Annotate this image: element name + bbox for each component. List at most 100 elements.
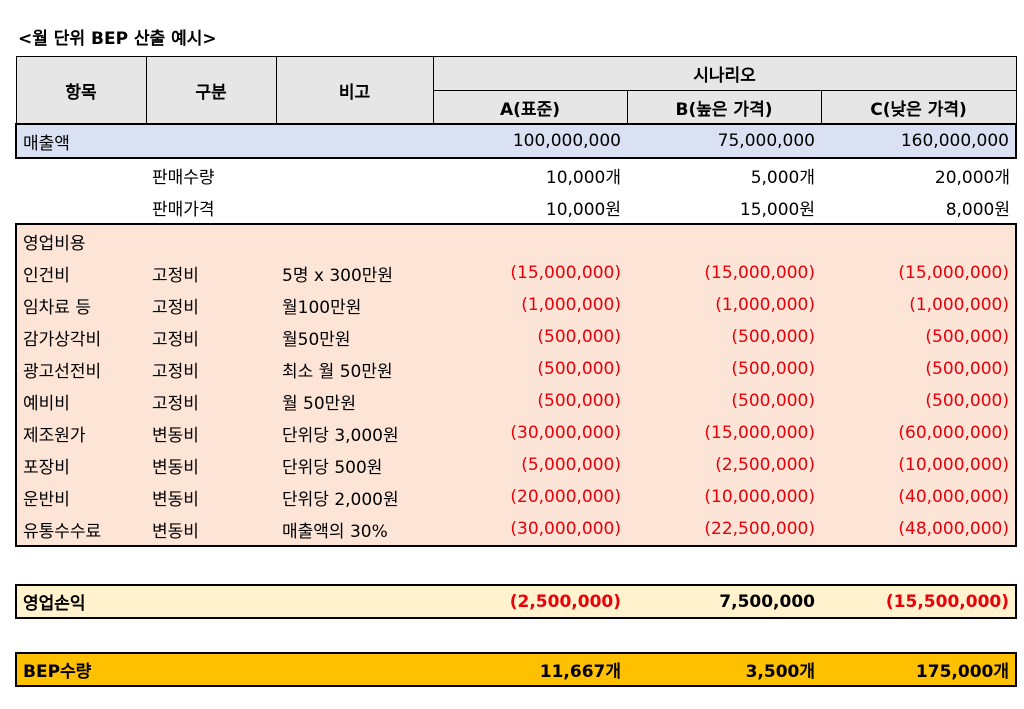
sales-c[interactable]: 160,000,000 bbox=[821, 123, 1017, 159]
bep-label[interactable]: BEP수량 bbox=[15, 652, 146, 687]
price-label[interactable]: 판매가격 bbox=[152, 199, 215, 220]
sales-label[interactable]: 매출액 bbox=[15, 123, 146, 159]
cost-b[interactable]: (10,000,000) bbox=[627, 481, 821, 513]
sales-note-cell[interactable] bbox=[276, 123, 433, 159]
cost-c[interactable]: (500,000) bbox=[821, 321, 1017, 353]
empty-cell[interactable] bbox=[146, 223, 276, 257]
cost-note[interactable]: 단위당 2,000원 bbox=[276, 481, 433, 513]
quantity-label[interactable]: 판매수량 bbox=[152, 167, 215, 188]
cost-c[interactable]: (500,000) bbox=[821, 385, 1017, 417]
quantity-note-cell[interactable] bbox=[276, 158, 433, 191]
cost-a[interactable]: (30,000,000) bbox=[433, 417, 627, 449]
empty-cell[interactable] bbox=[146, 652, 276, 687]
operating-profit-c[interactable]: (15,500,000) bbox=[821, 584, 1017, 619]
operating-profit-row: 영업손익 (2,500,000) 7,500,000 (15,500,000) bbox=[15, 584, 1017, 619]
header-item[interactable]: 항목 bbox=[15, 56, 147, 125]
cost-item[interactable]: 운반비 bbox=[15, 481, 146, 513]
cost-item[interactable]: 광고선전비 bbox=[15, 353, 146, 385]
cost-item[interactable]: 임차료 등 bbox=[15, 289, 146, 321]
sales-b[interactable]: 75,000,000 bbox=[627, 123, 821, 159]
cost-a[interactable]: (500,000) bbox=[433, 321, 627, 353]
price-b[interactable]: 15,000원 bbox=[739, 199, 815, 220]
cost-type[interactable]: 변동비 bbox=[146, 417, 276, 449]
cost-b[interactable]: (22,500,000) bbox=[627, 513, 821, 547]
cost-b[interactable]: (1,000,000) bbox=[627, 289, 821, 321]
cost-type[interactable]: 변동비 bbox=[146, 449, 276, 481]
header-note[interactable]: 비고 bbox=[275, 56, 434, 125]
op-costs-label[interactable]: 영업비용 bbox=[15, 223, 146, 257]
cost-a[interactable]: (30,000,000) bbox=[433, 513, 627, 547]
cost-type[interactable]: 고정비 bbox=[146, 321, 276, 353]
cost-note[interactable]: 월100만원 bbox=[276, 289, 433, 321]
cost-type[interactable]: 고정비 bbox=[146, 385, 276, 417]
cost-item[interactable]: 예비비 bbox=[15, 385, 146, 417]
cost-a[interactable]: (500,000) bbox=[433, 385, 627, 417]
quantity-item-cell[interactable] bbox=[16, 158, 146, 191]
quantity-c[interactable]: 20,000개 bbox=[934, 167, 1010, 188]
empty-cell[interactable] bbox=[276, 584, 433, 619]
cost-type[interactable]: 고정비 bbox=[146, 353, 276, 385]
empty-cell[interactable] bbox=[146, 584, 276, 619]
sales-category-cell[interactable] bbox=[146, 123, 276, 159]
cost-a[interactable]: (5,000,000) bbox=[433, 449, 627, 481]
price-note-cell[interactable] bbox=[276, 191, 433, 224]
cost-note[interactable]: 5명 x 300만원 bbox=[276, 257, 433, 289]
header-scenario[interactable]: 시나리오 bbox=[432, 56, 1017, 91]
empty-cell[interactable] bbox=[821, 223, 1017, 257]
cost-c[interactable]: (48,000,000) bbox=[821, 513, 1017, 547]
header-scenario-c[interactable]: C(낮은 가격) bbox=[820, 90, 1017, 125]
bep-a[interactable]: 11,667개 bbox=[433, 652, 627, 687]
cost-type[interactable]: 변동비 bbox=[146, 513, 276, 547]
bep-b[interactable]: 3,500개 bbox=[627, 652, 821, 687]
cost-a[interactable]: (20,000,000) bbox=[433, 481, 627, 513]
operating-profit-a[interactable]: (2,500,000) bbox=[433, 584, 627, 619]
cost-item[interactable]: 유통수수료 bbox=[15, 513, 146, 547]
price-item-cell[interactable] bbox=[16, 191, 146, 224]
cost-note[interactable]: 매출액의 30% bbox=[276, 513, 433, 547]
cost-a[interactable]: (1,000,000) bbox=[433, 289, 627, 321]
cost-item[interactable]: 포장비 bbox=[15, 449, 146, 481]
header-category[interactable]: 구분 bbox=[145, 56, 277, 125]
price-c[interactable]: 8,000원 bbox=[945, 199, 1010, 220]
cost-c[interactable]: (15,000,000) bbox=[821, 257, 1017, 289]
empty-cell[interactable] bbox=[276, 223, 433, 257]
price-a[interactable]: 10,000원 bbox=[545, 199, 621, 220]
cost-note[interactable]: 최소 월 50만원 bbox=[276, 353, 433, 385]
operating-profit-label[interactable]: 영업손익 bbox=[15, 584, 146, 619]
cost-c[interactable]: (60,000,000) bbox=[821, 417, 1017, 449]
header-scenario-a[interactable]: A(표준) bbox=[432, 90, 628, 125]
header-scenario-b[interactable]: B(높은 가격) bbox=[626, 90, 822, 125]
quantity-b[interactable]: 5,000개 bbox=[750, 167, 815, 188]
cost-note[interactable]: 단위당 500원 bbox=[276, 449, 433, 481]
empty-cell[interactable] bbox=[627, 223, 821, 257]
cost-a[interactable]: (500,000) bbox=[433, 353, 627, 385]
cost-a[interactable]: (15,000,000) bbox=[433, 257, 627, 289]
cost-c[interactable]: (40,000,000) bbox=[821, 481, 1017, 513]
cost-c[interactable]: (10,000,000) bbox=[821, 449, 1017, 481]
bep-c[interactable]: 175,000개 bbox=[821, 652, 1017, 687]
cost-type[interactable]: 고정비 bbox=[146, 289, 276, 321]
cost-type[interactable]: 고정비 bbox=[146, 257, 276, 289]
cost-note[interactable]: 단위당 3,000원 bbox=[276, 417, 433, 449]
cost-c[interactable]: (1,000,000) bbox=[821, 289, 1017, 321]
empty-cell[interactable] bbox=[433, 223, 627, 257]
operating-profit-table: 영업손익 (2,500,000) 7,500,000 (15,500,000) bbox=[15, 584, 1017, 619]
cost-item[interactable]: 감가상각비 bbox=[15, 321, 146, 353]
sales-a[interactable]: 100,000,000 bbox=[433, 123, 627, 159]
cost-b[interactable]: (500,000) bbox=[627, 385, 821, 417]
cost-item[interactable]: 제조원가 bbox=[15, 417, 146, 449]
cost-note[interactable]: 월 50만원 bbox=[276, 385, 433, 417]
cost-note[interactable]: 월50만원 bbox=[276, 321, 433, 353]
cost-b[interactable]: (500,000) bbox=[627, 353, 821, 385]
cost-b[interactable]: (500,000) bbox=[627, 321, 821, 353]
cost-b[interactable]: (15,000,000) bbox=[627, 417, 821, 449]
cost-c[interactable]: (500,000) bbox=[821, 353, 1017, 385]
cost-type[interactable]: 변동비 bbox=[146, 481, 276, 513]
cost-b[interactable]: (15,000,000) bbox=[627, 257, 821, 289]
cost-row: 유통수수료 변동비 매출액의 30% (30,000,000) (22,500,… bbox=[15, 513, 1017, 547]
empty-cell[interactable] bbox=[276, 652, 433, 687]
quantity-a[interactable]: 10,000개 bbox=[545, 167, 621, 188]
cost-item[interactable]: 인건비 bbox=[15, 257, 146, 289]
cost-b[interactable]: (2,500,000) bbox=[627, 449, 821, 481]
operating-profit-b[interactable]: 7,500,000 bbox=[627, 584, 821, 619]
